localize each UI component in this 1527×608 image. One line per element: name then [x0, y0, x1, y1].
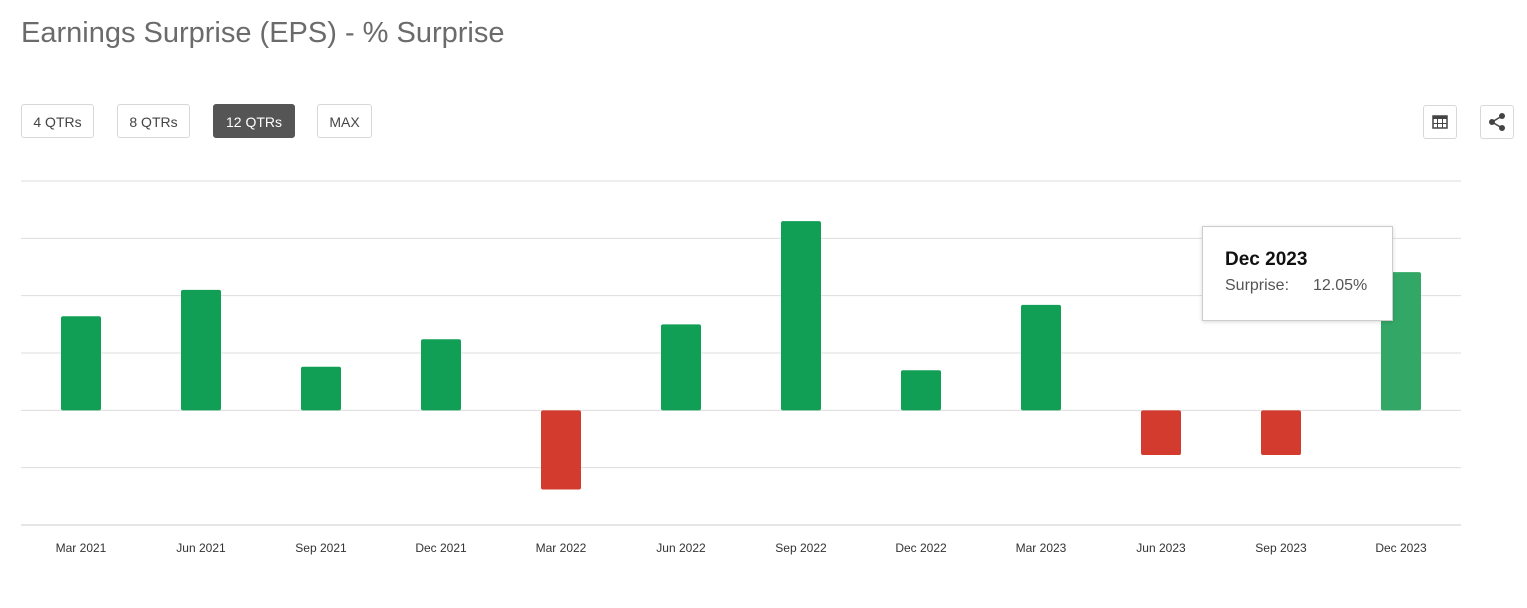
tooltip-value: 12.05% — [1313, 277, 1368, 294]
table-icon — [1432, 115, 1448, 129]
x-tick-label: Mar 2021 — [56, 541, 107, 555]
bar — [541, 410, 581, 490]
x-tick-label: Sep 2021 — [295, 541, 347, 555]
table-button[interactable] — [1423, 105, 1457, 139]
x-tick-label: Mar 2022 — [536, 541, 587, 555]
range-button[interactable]: 4 QTRs — [21, 104, 94, 138]
tooltip: Dec 2023 Surprise: 12.05% — [1202, 226, 1393, 321]
bar — [61, 316, 101, 411]
bar — [1021, 304, 1061, 411]
x-tick-label: Mar 2023 — [1016, 541, 1067, 555]
tooltip-title: Dec 2023 — [1225, 249, 1308, 270]
bar — [421, 339, 461, 411]
bar — [1261, 410, 1301, 456]
bar — [301, 366, 341, 411]
x-tick-label: Jun 2021 — [176, 541, 226, 555]
x-tick-label: Dec 2021 — [415, 541, 467, 555]
bar — [781, 221, 821, 411]
chart-title: Earnings Surprise (EPS) - % Surprise — [21, 17, 505, 49]
range-button[interactable]: 12 QTRs — [213, 104, 295, 138]
bar — [901, 370, 941, 411]
tooltip-label: Surprise: — [1225, 277, 1290, 294]
share-icon — [1489, 113, 1505, 131]
x-tick-label: Jun 2022 — [656, 541, 706, 555]
bar — [1141, 410, 1181, 456]
share-button[interactable] — [1480, 105, 1514, 139]
x-tick-label: Jun 2023 — [1136, 541, 1186, 555]
range-button[interactable]: MAX — [317, 104, 372, 138]
range-button[interactable]: 8 QTRs — [117, 104, 190, 138]
bar — [661, 324, 701, 411]
bar — [181, 289, 221, 411]
x-tick-label: Dec 2022 — [895, 541, 947, 555]
x-tick-label: Dec 2023 — [1375, 541, 1427, 555]
x-tick-label: Sep 2023 — [1255, 541, 1307, 555]
x-tick-label: Sep 2022 — [775, 541, 827, 555]
